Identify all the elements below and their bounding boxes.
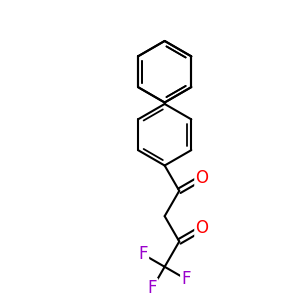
Text: O: O	[196, 169, 208, 187]
Text: O: O	[196, 219, 208, 237]
Text: F: F	[148, 279, 157, 297]
Text: F: F	[182, 270, 191, 288]
Text: F: F	[138, 245, 148, 263]
